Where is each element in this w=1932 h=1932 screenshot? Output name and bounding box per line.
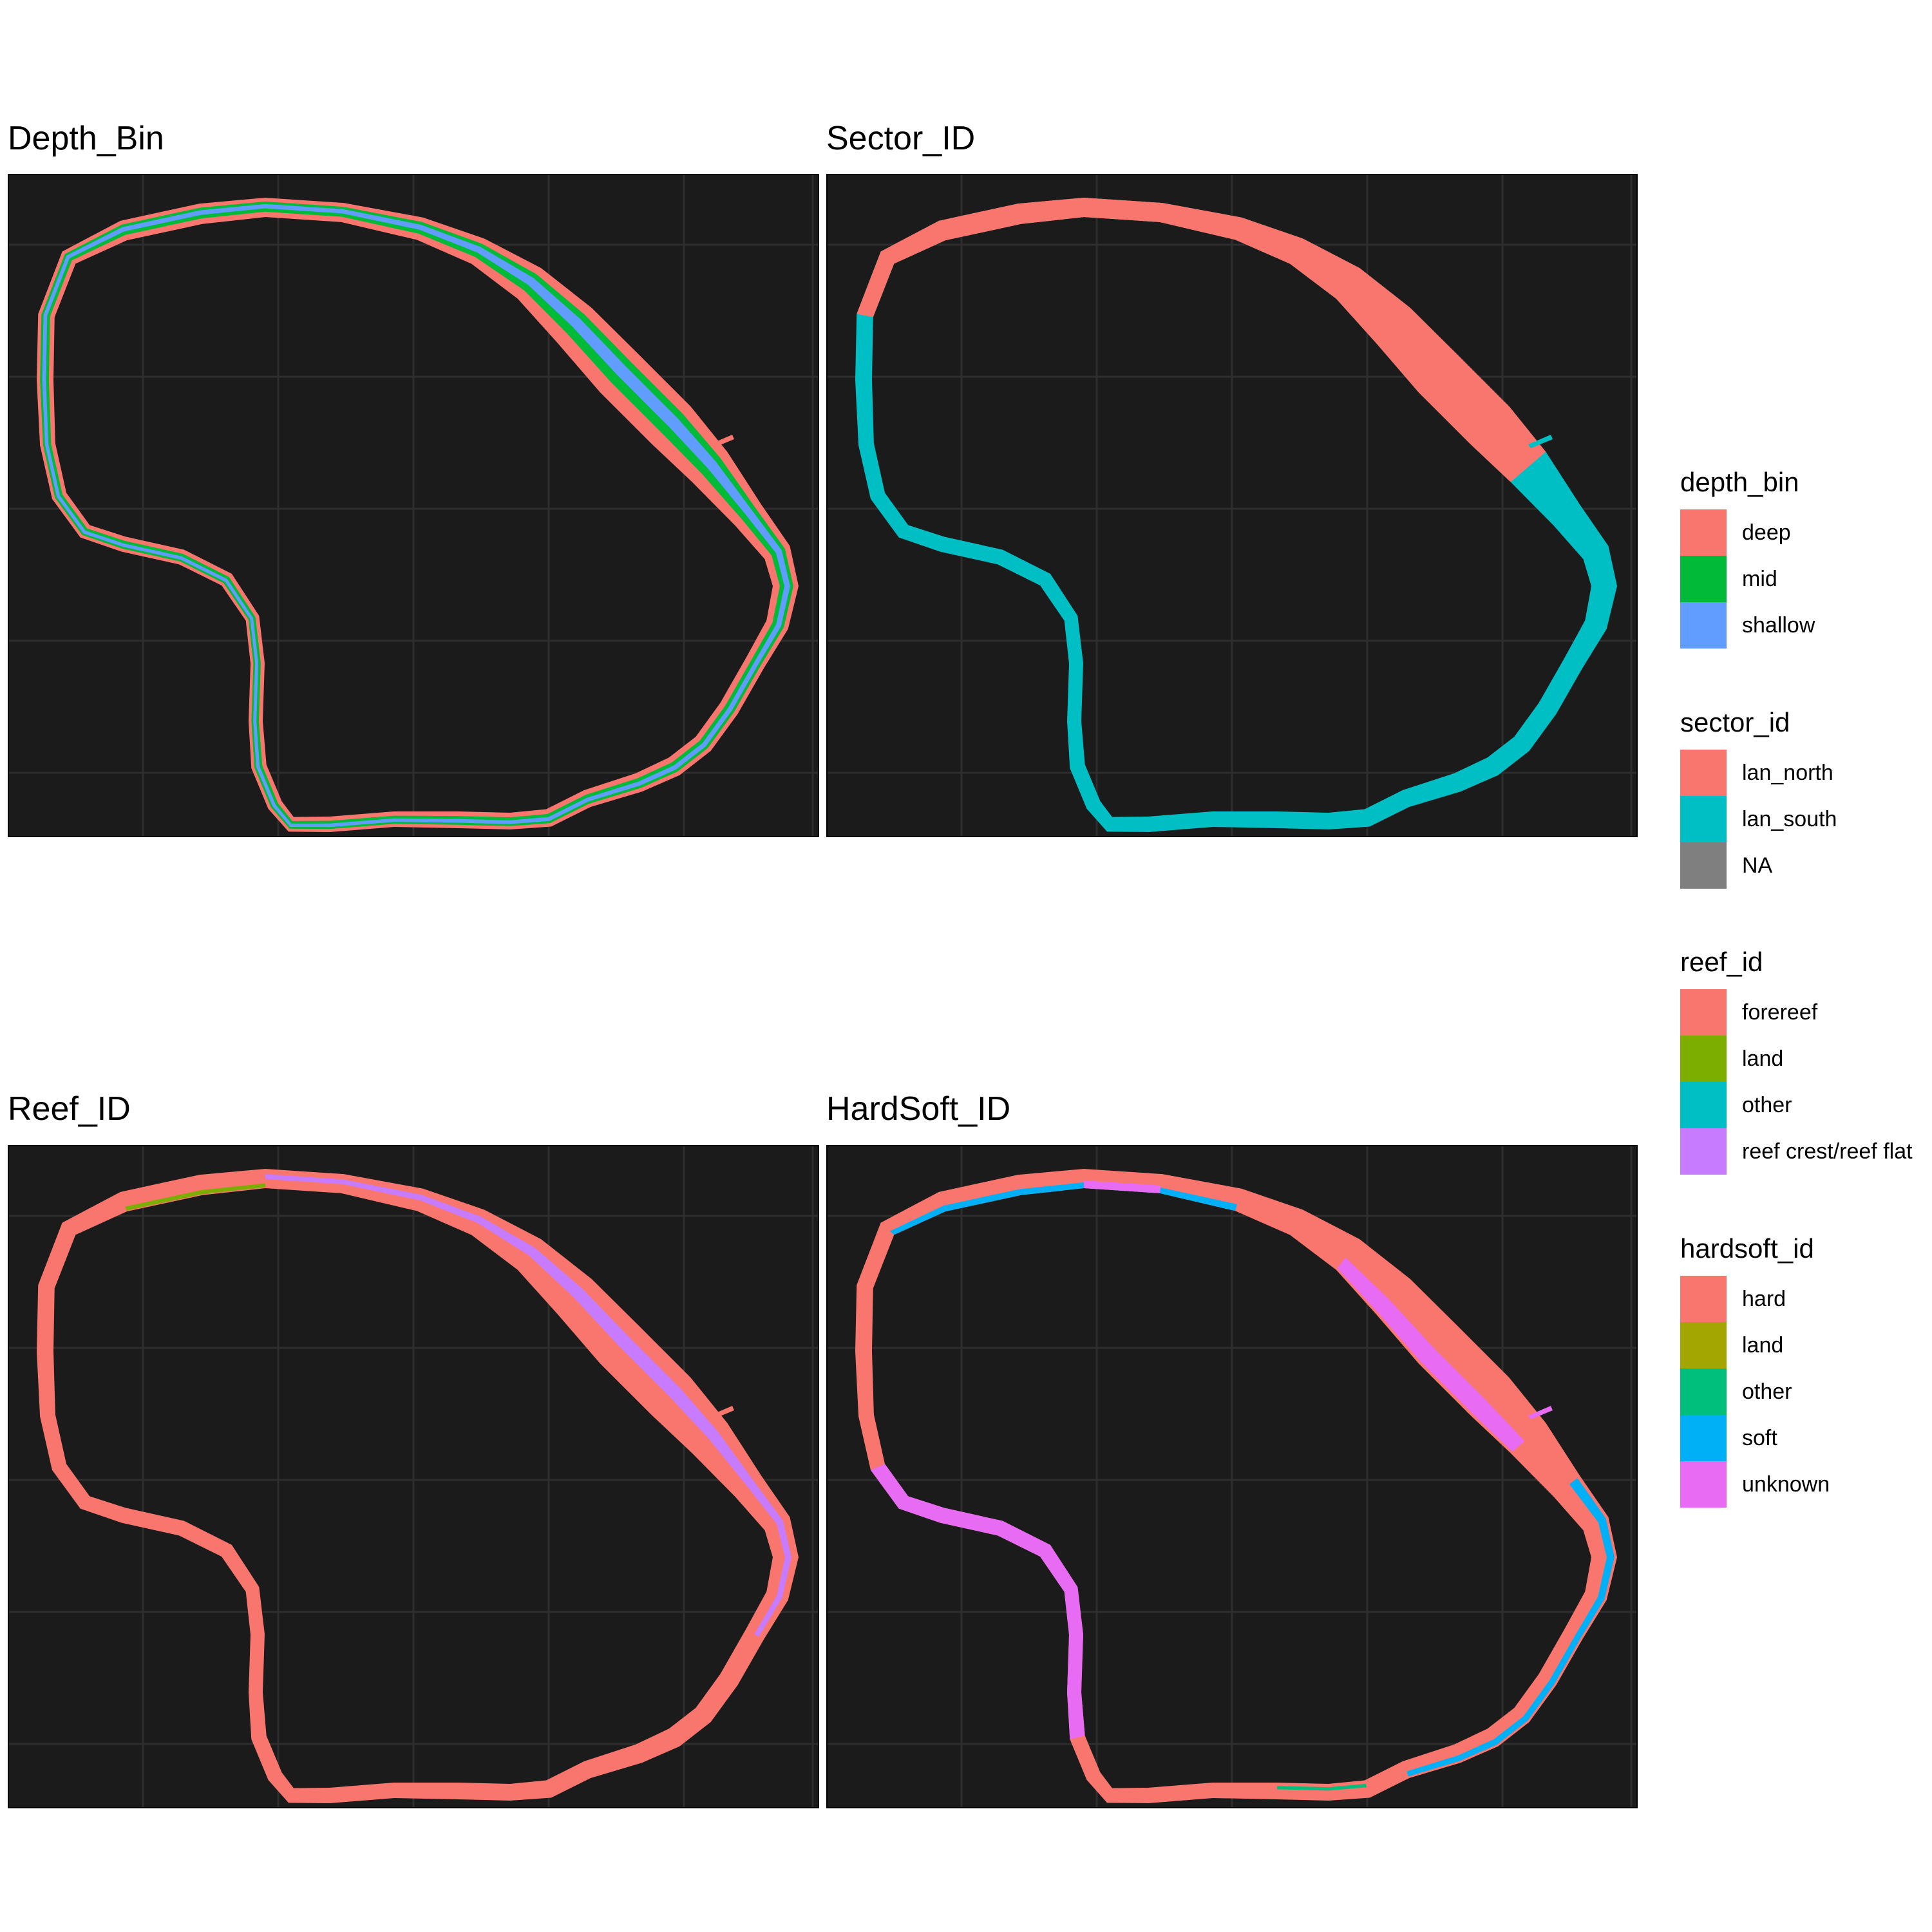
legend-item: land xyxy=(1680,1036,1913,1082)
map-hardsoft-id xyxy=(826,1145,1638,1808)
legend-swatch xyxy=(1680,1461,1727,1508)
map-depth-bin xyxy=(8,174,819,837)
legend-title: sector_id xyxy=(1680,707,1790,737)
legend-label: land xyxy=(1742,1046,1784,1071)
legend-depth-bin: depth_bin deep mid shallow xyxy=(1680,467,1815,649)
legend-label: other xyxy=(1742,1092,1792,1117)
legend-label: lan_north xyxy=(1742,760,1833,785)
legend-swatch xyxy=(1680,602,1727,649)
legend-label: deep xyxy=(1742,520,1791,545)
legend-swatch xyxy=(1680,556,1727,602)
legend-item: forereef xyxy=(1680,989,1913,1036)
legend-swatch xyxy=(1680,989,1727,1036)
legend-sector-id: sector_id lan_north lan_south NA xyxy=(1680,707,1837,889)
legend-swatch xyxy=(1680,1415,1727,1461)
legend-label: mid xyxy=(1742,566,1777,591)
legend-label: unknown xyxy=(1742,1472,1830,1497)
legend-swatch xyxy=(1680,796,1727,842)
legend-title: depth_bin xyxy=(1680,467,1799,497)
legend-swatch xyxy=(1680,1036,1727,1082)
legend-item: other xyxy=(1680,1368,1830,1415)
legend-swatch xyxy=(1680,509,1727,556)
map-region-patch xyxy=(710,435,734,448)
panel-title-hardsoft-id: HardSoft_ID xyxy=(826,1090,1011,1128)
legend-label: soft xyxy=(1742,1425,1777,1450)
map-panel-hardsoft-id xyxy=(826,1145,1638,1808)
legend-hardsoft-id: hardsoft_id hard land other soft unknown xyxy=(1680,1233,1830,1508)
map-region-patch xyxy=(1528,1406,1553,1419)
legend-label: other xyxy=(1742,1379,1792,1404)
legend-label: reef crest/reef flat xyxy=(1742,1139,1913,1164)
legend-label: lan_south xyxy=(1742,806,1837,831)
legend-label: shallow xyxy=(1742,612,1815,638)
legend-label: hard xyxy=(1742,1286,1786,1311)
map-region-other xyxy=(1277,1783,1367,1791)
legend-item: land xyxy=(1680,1322,1830,1368)
legend-label: forereef xyxy=(1742,999,1818,1025)
legend-item: deep xyxy=(1680,509,1815,556)
map-panel-depth-bin xyxy=(8,174,819,837)
legend-swatch xyxy=(1680,1082,1727,1128)
map-region-mid xyxy=(40,202,793,829)
legend-item: mid xyxy=(1680,556,1815,602)
legend-label: land xyxy=(1742,1332,1784,1358)
map-reef-id xyxy=(8,1145,819,1808)
legend-item: NA xyxy=(1680,842,1837,889)
legend-item: lan_south xyxy=(1680,796,1837,842)
legend-reef-id: reef_id forereef land other reef crest/r… xyxy=(1680,947,1913,1175)
legend-item: hard xyxy=(1680,1276,1830,1322)
legend-swatch xyxy=(1680,1276,1727,1322)
legend-item: other xyxy=(1680,1082,1913,1128)
map-region-unknown xyxy=(1084,1180,1161,1193)
legend-swatch xyxy=(1680,750,1727,796)
legend-title: hardsoft_id xyxy=(1680,1233,1814,1264)
map-region-shallow xyxy=(42,204,791,828)
map-region-hard xyxy=(855,1169,1617,1803)
legend-swatch xyxy=(1680,842,1727,889)
legend-swatch xyxy=(1680,1322,1727,1368)
legend-label: NA xyxy=(1742,853,1773,878)
map-region-reef-crest xyxy=(265,1174,792,1637)
panel-title-depth-bin: Depth_Bin xyxy=(8,120,164,157)
legend-title: reef_id xyxy=(1680,947,1763,977)
map-region-patch xyxy=(710,1406,734,1419)
legend-swatch xyxy=(1680,1368,1727,1415)
map-region-unknown xyxy=(870,1464,1085,1739)
map-region-patch xyxy=(1528,435,1553,448)
map-region-unknown xyxy=(1337,1257,1525,1452)
panel-title-sector-id: Sector_ID xyxy=(826,120,976,157)
map-panel-reef-id xyxy=(8,1145,819,1808)
map-sector-id xyxy=(826,174,1638,837)
legend-item: soft xyxy=(1680,1415,1830,1461)
panel-title-reef-id: Reef_ID xyxy=(8,1090,131,1128)
map-region-lan-north xyxy=(880,198,1546,482)
legend-swatch xyxy=(1680,1128,1727,1175)
legend-item: reef crest/reef flat xyxy=(1680,1128,1913,1175)
legend-item: shallow xyxy=(1680,602,1815,649)
legend-item: lan_north xyxy=(1680,750,1837,796)
map-region-soft xyxy=(1406,1478,1615,1777)
map-region-land xyxy=(125,1183,266,1211)
map-panel-sector-id xyxy=(826,174,1638,837)
legend-item: unknown xyxy=(1680,1461,1830,1508)
